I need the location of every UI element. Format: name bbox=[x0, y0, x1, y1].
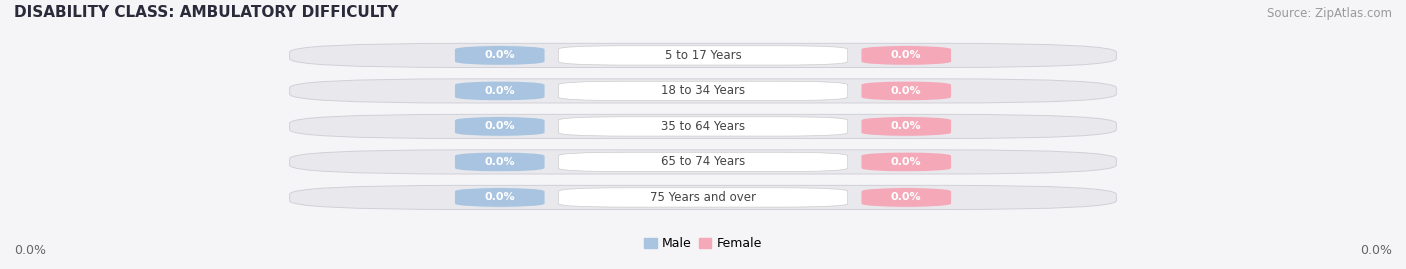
FancyBboxPatch shape bbox=[862, 81, 950, 101]
Text: Source: ZipAtlas.com: Source: ZipAtlas.com bbox=[1267, 7, 1392, 20]
Text: 0.0%: 0.0% bbox=[891, 86, 921, 96]
FancyBboxPatch shape bbox=[456, 46, 544, 65]
FancyBboxPatch shape bbox=[558, 188, 848, 207]
Text: 0.0%: 0.0% bbox=[1360, 244, 1392, 257]
FancyBboxPatch shape bbox=[558, 81, 848, 101]
FancyBboxPatch shape bbox=[456, 117, 544, 136]
FancyBboxPatch shape bbox=[290, 114, 1116, 139]
FancyBboxPatch shape bbox=[290, 185, 1116, 210]
Text: 65 to 74 Years: 65 to 74 Years bbox=[661, 155, 745, 168]
FancyBboxPatch shape bbox=[862, 46, 950, 65]
Text: 18 to 34 Years: 18 to 34 Years bbox=[661, 84, 745, 97]
Text: 0.0%: 0.0% bbox=[485, 121, 515, 132]
FancyBboxPatch shape bbox=[558, 46, 848, 65]
Text: 0.0%: 0.0% bbox=[485, 50, 515, 61]
Text: 0.0%: 0.0% bbox=[485, 157, 515, 167]
FancyBboxPatch shape bbox=[456, 152, 544, 172]
FancyBboxPatch shape bbox=[456, 81, 544, 101]
FancyBboxPatch shape bbox=[862, 117, 950, 136]
Text: 0.0%: 0.0% bbox=[485, 86, 515, 96]
Text: 0.0%: 0.0% bbox=[14, 244, 46, 257]
FancyBboxPatch shape bbox=[558, 117, 848, 136]
Text: 0.0%: 0.0% bbox=[891, 157, 921, 167]
FancyBboxPatch shape bbox=[862, 188, 950, 207]
Text: DISABILITY CLASS: AMBULATORY DIFFICULTY: DISABILITY CLASS: AMBULATORY DIFFICULTY bbox=[14, 5, 398, 20]
FancyBboxPatch shape bbox=[290, 150, 1116, 174]
FancyBboxPatch shape bbox=[558, 152, 848, 172]
FancyBboxPatch shape bbox=[290, 43, 1116, 68]
Text: 5 to 17 Years: 5 to 17 Years bbox=[665, 49, 741, 62]
FancyBboxPatch shape bbox=[862, 152, 950, 172]
Text: 0.0%: 0.0% bbox=[891, 192, 921, 203]
Text: 35 to 64 Years: 35 to 64 Years bbox=[661, 120, 745, 133]
Text: 0.0%: 0.0% bbox=[891, 50, 921, 61]
FancyBboxPatch shape bbox=[290, 79, 1116, 103]
Text: 0.0%: 0.0% bbox=[891, 121, 921, 132]
Text: 0.0%: 0.0% bbox=[485, 192, 515, 203]
Legend: Male, Female: Male, Female bbox=[640, 232, 766, 255]
Text: 75 Years and over: 75 Years and over bbox=[650, 191, 756, 204]
FancyBboxPatch shape bbox=[456, 188, 544, 207]
